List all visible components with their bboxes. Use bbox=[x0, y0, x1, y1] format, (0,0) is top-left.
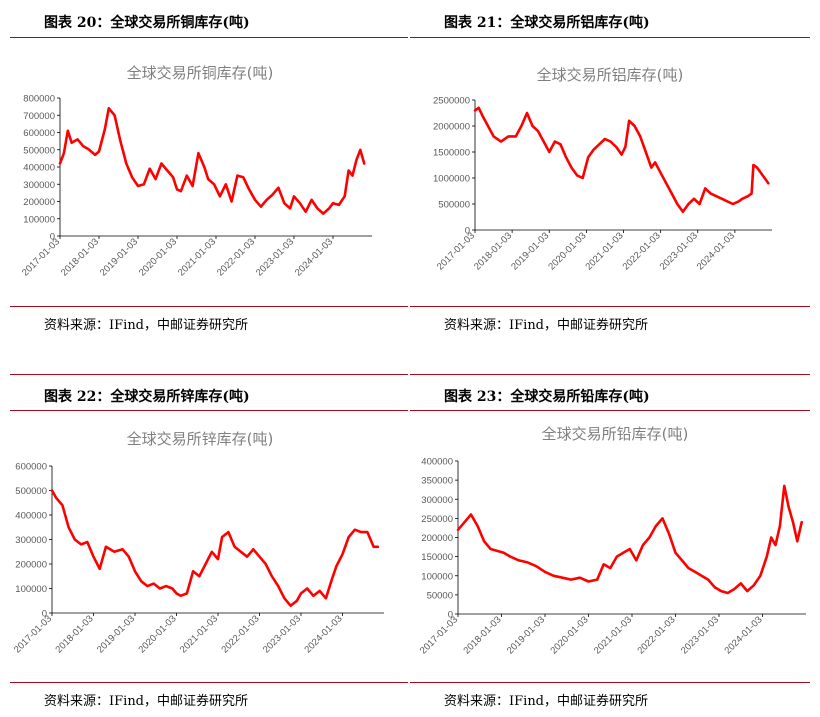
x-tick-label: 2023-01-03 bbox=[261, 613, 303, 655]
x-tick-label: 2022-01-03 bbox=[219, 613, 261, 655]
y-tick-label: 300000 bbox=[23, 180, 55, 191]
x-tick-label: 2021-01-03 bbox=[176, 236, 218, 278]
y-tick-label: 1000000 bbox=[433, 174, 470, 185]
x-tick-label: 2021-01-03 bbox=[583, 230, 625, 272]
source-note: 资料来源：IFind，中邮证券研究所 bbox=[444, 694, 649, 709]
top-rule bbox=[410, 374, 810, 375]
chart-title: 全球交易所铜库存(吨) bbox=[127, 64, 274, 82]
x-tick-label: 2019-01-03 bbox=[98, 236, 140, 278]
series-line bbox=[50, 489, 380, 607]
y-tick-label: 600000 bbox=[15, 462, 47, 473]
y-tick-label: 500000 bbox=[15, 486, 47, 497]
y-tick-label: 200000 bbox=[23, 197, 55, 208]
bottom-rule bbox=[410, 306, 810, 307]
y-tick-label: 250000 bbox=[421, 514, 453, 525]
panel-aluminum: 图表 21：全球交易所铝库存(吨) 全球交易所铝库存(吨) 0 500000 1000… bbox=[410, 0, 810, 350]
y-tick-label: 400000 bbox=[15, 511, 47, 522]
y-tick-label: 0 bbox=[448, 610, 453, 621]
y-tick-label: 150000 bbox=[421, 552, 453, 563]
y-tick-label: 300000 bbox=[15, 535, 47, 546]
panel-zinc: 图表 22：全球交易所锌库存(吨) 全球交易所锌库存(吨) 0 100000 2000… bbox=[10, 374, 408, 717]
y-tick-label: 200000 bbox=[421, 533, 453, 544]
y-tick-label: 0 bbox=[465, 226, 470, 237]
panel-lead: 图表 23：全球交易所铅库存(吨) 全球交易所铅库存(吨) 0 50000 10000… bbox=[410, 374, 810, 717]
y-tick-label: 400000 bbox=[421, 457, 453, 468]
chart-aluminum: 全球交易所铝库存(吨) 0 500000 1000000 1500000 2000000 2… bbox=[433, 66, 772, 272]
y-tick-label: 500000 bbox=[438, 200, 470, 211]
x-tick-label: 2021-01-03 bbox=[178, 613, 220, 655]
x-tick-label: 2019-01-03 bbox=[95, 613, 137, 655]
y-tick-label: 100000 bbox=[15, 584, 47, 595]
y-tick-label: 0 bbox=[42, 609, 47, 620]
y-tick-label: 600000 bbox=[23, 128, 55, 139]
top-rule bbox=[10, 374, 408, 375]
top-rule bbox=[10, 37, 408, 38]
series-line bbox=[58, 106, 366, 215]
x-tick-label: 2017-01-03 bbox=[435, 230, 477, 272]
x-tick-label: 2019-01-03 bbox=[505, 614, 547, 656]
x-tick-label: 2024-01-03 bbox=[722, 614, 764, 656]
x-tick-label: 2024-01-03 bbox=[302, 613, 344, 655]
x-tick-label: 2017-01-03 bbox=[20, 236, 62, 278]
x-tick-label: 2022-01-03 bbox=[635, 614, 677, 656]
title-rule bbox=[10, 410, 408, 411]
series-line bbox=[456, 484, 804, 595]
chart-zinc: 全球交易所锌库存(吨) 0 100000 200000 300000 400000 5000… bbox=[12, 430, 384, 655]
source-note: 资料来源：IFind，中邮证券研究所 bbox=[44, 318, 249, 333]
y-tick-label: 100000 bbox=[23, 214, 55, 225]
y-tick-label: 50000 bbox=[427, 590, 453, 601]
x-tick-label: 2020-01-03 bbox=[137, 236, 179, 278]
chart-title: 全球交易所铝库存(吨) bbox=[537, 66, 684, 84]
y-tick-label: 2500000 bbox=[433, 96, 470, 107]
y-tick-label: 800000 bbox=[23, 94, 55, 105]
title-rule bbox=[410, 410, 810, 411]
chart-title: 全球交易所铅库存(吨) bbox=[542, 425, 689, 443]
y-tick-label: 100000 bbox=[421, 571, 453, 582]
x-tick-label: 2024-01-03 bbox=[695, 230, 737, 272]
panel-title: 图表 23：全球交易所铅库存(吨) bbox=[444, 389, 650, 405]
chart-copper: 全球交易所铜库存(吨) 0 100000 200000 300000 400000 5000… bbox=[20, 64, 372, 278]
panel-copper: 图表 20：全球交易所铜库存(吨) 全球交易所铜库存(吨) 0 100000 2000… bbox=[10, 0, 408, 350]
chart-lead: 全球交易所铅库存(吨) 0 50000 100000 150000 200000 25000… bbox=[418, 425, 806, 656]
source-note: 资料来源：IFind，中邮证券研究所 bbox=[44, 694, 249, 709]
y-tick-label: 2000000 bbox=[433, 122, 470, 133]
x-tick-label: 2022-01-03 bbox=[215, 236, 257, 278]
x-tick-label: 2023-01-03 bbox=[658, 230, 700, 272]
x-tick-label: 2020-01-03 bbox=[546, 230, 588, 272]
x-tick-label: 2023-01-03 bbox=[254, 236, 296, 278]
x-tick-label: 2019-01-03 bbox=[509, 230, 551, 272]
bottom-rule bbox=[10, 682, 408, 683]
y-tick-label: 0 bbox=[50, 232, 55, 243]
x-tick-label: 2024-01-03 bbox=[293, 236, 335, 278]
y-tick-label: 500000 bbox=[23, 145, 55, 156]
x-tick-label: 2018-01-03 bbox=[59, 236, 101, 278]
y-tick-label: 200000 bbox=[15, 560, 47, 571]
source-note: 资料来源：IFind，中邮证券研究所 bbox=[444, 318, 649, 333]
y-tick-label: 1500000 bbox=[433, 148, 470, 159]
x-tick-label: 2018-01-03 bbox=[53, 613, 95, 655]
bottom-rule bbox=[410, 682, 810, 683]
top-rule bbox=[410, 37, 810, 38]
panel-title: 图表 20：全球交易所铜库存(吨) bbox=[44, 15, 250, 31]
y-tick-label: 700000 bbox=[23, 111, 55, 122]
chart-title: 全球交易所锌库存(吨) bbox=[127, 430, 274, 448]
x-tick-label: 2017-01-03 bbox=[418, 614, 460, 656]
x-tick-label: 2023-01-03 bbox=[679, 614, 721, 656]
y-tick-label: 400000 bbox=[23, 163, 55, 174]
series-line bbox=[473, 106, 770, 214]
panel-title: 图表 21：全球交易所铝库存(吨) bbox=[444, 15, 650, 31]
x-tick-label: 2018-01-03 bbox=[461, 614, 503, 656]
x-tick-label: 2017-01-03 bbox=[12, 613, 54, 655]
panel-title: 图表 22：全球交易所锌库存(吨) bbox=[44, 389, 250, 405]
y-tick-label: 300000 bbox=[421, 495, 453, 506]
x-tick-label: 2022-01-03 bbox=[621, 230, 663, 272]
x-tick-label: 2021-01-03 bbox=[592, 614, 634, 656]
bottom-rule bbox=[10, 306, 408, 307]
x-tick-label: 2020-01-03 bbox=[136, 613, 178, 655]
x-tick-label: 2020-01-03 bbox=[548, 614, 590, 656]
y-tick-label: 350000 bbox=[421, 476, 453, 487]
x-tick-label: 2018-01-03 bbox=[472, 230, 514, 272]
